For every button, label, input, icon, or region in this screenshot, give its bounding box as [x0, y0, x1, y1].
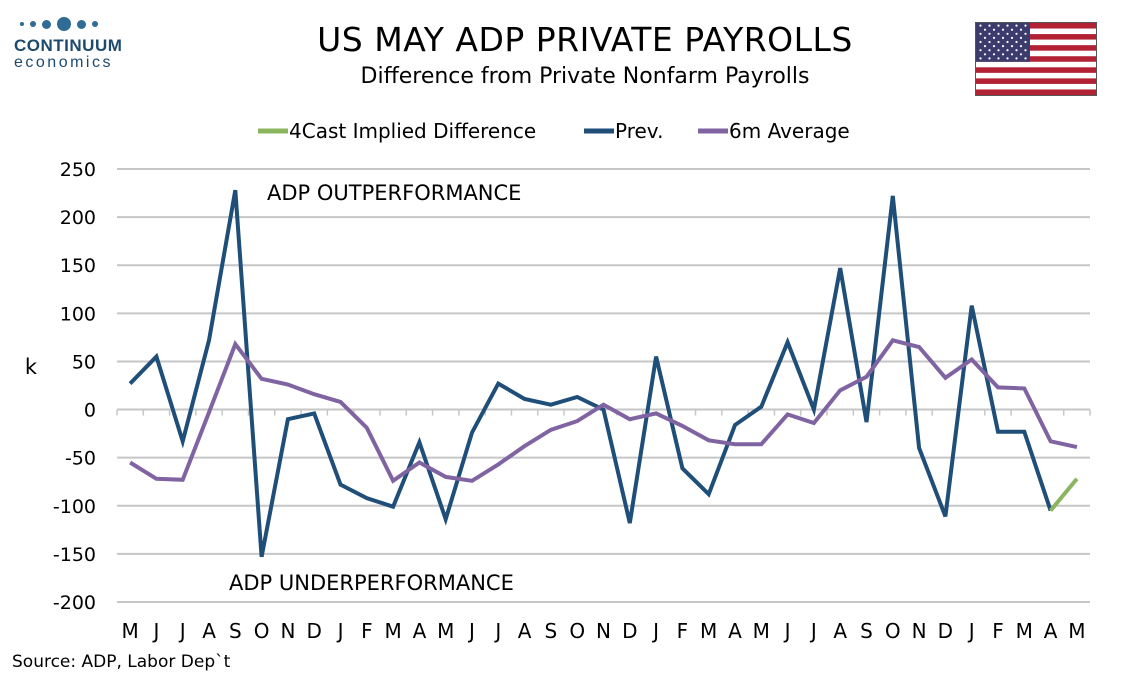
chart-subtitle: Difference from Private Nonfarm Payrolls — [360, 64, 810, 89]
x-tick-label: M — [700, 619, 717, 643]
y-tick-label: -150 — [53, 544, 96, 566]
x-tick-label: D — [307, 619, 322, 643]
y-tick-label: 200 — [60, 207, 96, 229]
x-tick-label: M — [122, 619, 139, 643]
logo-name: CONTINUUM — [14, 36, 123, 55]
logo-sub: economics — [14, 54, 113, 71]
annotation-underperformance: ADP UNDERPERFORMANCE — [229, 571, 514, 595]
x-tick-label: A — [413, 619, 427, 643]
x-tick-label: D — [938, 619, 953, 643]
x-tick-label: N — [596, 619, 611, 643]
x-tick-label: J — [493, 619, 501, 643]
x-tick-label: O — [569, 619, 585, 643]
legend-label: 4Cast Implied Difference — [289, 119, 536, 143]
x-tick-label: A — [1044, 619, 1058, 643]
x-tick-label: J — [967, 619, 975, 643]
x-tick-label: A — [833, 619, 847, 643]
legend-label: Prev. — [615, 119, 663, 143]
series-line-prev — [128, 189, 1053, 558]
y-tick-label: -50 — [65, 448, 96, 470]
legend-label: 6m Average — [729, 119, 850, 143]
x-tick-label: S — [229, 619, 242, 643]
x-tick-label: M — [1016, 619, 1033, 643]
series-line-4cast-implied-difference — [1049, 477, 1079, 512]
x-tick-label: J — [783, 619, 791, 643]
us-flag-icon — [975, 22, 1097, 96]
x-tick-label: S — [860, 619, 873, 643]
x-tick-label: J — [178, 619, 186, 643]
logo: CONTINUUM economics — [14, 14, 134, 72]
x-tick-label: D — [622, 619, 637, 643]
x-tick-label: A — [728, 619, 742, 643]
x-tick-label: F — [361, 619, 373, 643]
x-tick-label: J — [151, 619, 159, 643]
y-tick-label: 0 — [84, 400, 96, 422]
x-tick-label: M — [1068, 619, 1085, 643]
x-tick-label: N — [912, 619, 927, 643]
x-tick-label: O — [254, 619, 270, 643]
x-tick-label: J — [809, 619, 817, 643]
source-note: Source: ADP, Labor Dep`t — [12, 652, 231, 672]
y-tick-label: -100 — [53, 496, 96, 518]
series-line-6m-average — [129, 338, 1078, 484]
x-tick-label: F — [992, 619, 1004, 643]
y-tick-label: 50 — [72, 351, 96, 373]
x-tick-label: J — [467, 619, 475, 643]
x-tick-label: A — [518, 619, 532, 643]
logo-dots — [14, 14, 134, 34]
x-tick-label: O — [885, 619, 901, 643]
y-tick-label: 250 — [60, 159, 96, 181]
x-tick-label: A — [202, 619, 216, 643]
y-axis-label: k — [25, 355, 38, 379]
x-tick-label: J — [651, 619, 659, 643]
x-tick-label: F — [677, 619, 689, 643]
x-tick-label: N — [280, 619, 295, 643]
y-tick-label: -200 — [53, 592, 96, 614]
x-tick-label: M — [437, 619, 454, 643]
annotation-outperformance: ADP OUTPERFORMANCE — [267, 181, 521, 205]
x-tick-label: S — [545, 619, 558, 643]
x-tick-label: M — [753, 619, 770, 643]
chart-title: US MAY ADP PRIVATE PAYROLLS — [317, 20, 853, 59]
y-tick-label: 150 — [60, 255, 96, 277]
x-tick-label: M — [384, 619, 401, 643]
x-tick-label: J — [336, 619, 344, 643]
y-tick-label: 100 — [60, 303, 96, 325]
